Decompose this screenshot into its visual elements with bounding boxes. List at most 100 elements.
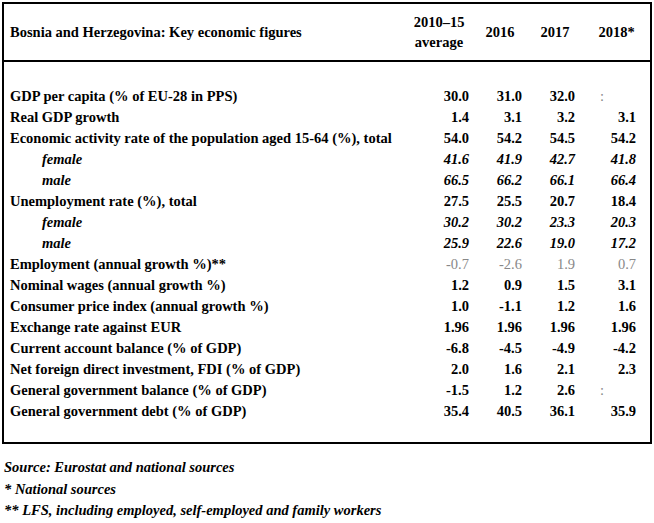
value-cell: 1.4 bbox=[405, 107, 473, 128]
value-cell: -4.2 bbox=[583, 338, 651, 359]
value-cell: 30.2 bbox=[473, 212, 527, 233]
table-row-gdp-per-capita: GDP per capita (% of EU-28 in PPS) 30.0 … bbox=[3, 61, 651, 107]
value-cell: 54.0 bbox=[405, 128, 473, 149]
value-cell: 17.2 bbox=[583, 233, 651, 254]
value-cell: 20.7 bbox=[527, 191, 583, 212]
source-note: Source: Eurostat and national sources bbox=[4, 457, 654, 479]
value-cell: 1.2 bbox=[527, 296, 583, 317]
value-cell: 3.1 bbox=[583, 275, 651, 296]
value-cell: -4.5 bbox=[473, 338, 527, 359]
row-label: female bbox=[3, 212, 405, 233]
table-row-unemployment-rate: Unemployment rate (%), total 27.5 25.5 2… bbox=[3, 191, 651, 212]
value-cell: 32.0 bbox=[527, 61, 583, 107]
table-row-unemployment-male: male 25.9 22.6 19.0 17.2 bbox=[3, 233, 651, 254]
value-cell: 66.4 bbox=[583, 170, 651, 191]
footnotes: Source: Eurostat and national sources * … bbox=[4, 457, 654, 522]
value-cell: 1.96 bbox=[473, 317, 527, 338]
value-cell: 54.2 bbox=[473, 128, 527, 149]
value-cell: 54.2 bbox=[583, 128, 651, 149]
row-label: Net foreign direct investment, FDI (% of… bbox=[3, 359, 405, 380]
value-cell: 3.2 bbox=[527, 107, 583, 128]
value-cell-missing: : bbox=[583, 380, 651, 401]
value-cell: 30.0 bbox=[405, 61, 473, 107]
value-cell: 27.5 bbox=[405, 191, 473, 212]
row-label: Real GDP growth bbox=[3, 107, 405, 128]
table-row-employment-growth: Employment (annual growth %)** -0.7 -2.6… bbox=[3, 254, 651, 275]
value-cell-missing: : bbox=[583, 61, 651, 107]
value-cell: -4.9 bbox=[527, 338, 583, 359]
value-cell: 23.3 bbox=[527, 212, 583, 233]
table-row-activity-female: female 41.6 41.9 42.7 41.8 bbox=[3, 149, 651, 170]
value-cell: 1.2 bbox=[405, 275, 473, 296]
row-label: GDP per capita (% of EU-28 in PPS) bbox=[3, 61, 405, 107]
value-cell: 41.6 bbox=[405, 149, 473, 170]
value-cell: -6.8 bbox=[405, 338, 473, 359]
value-cell: 0.9 bbox=[473, 275, 527, 296]
value-cell: 66.1 bbox=[527, 170, 583, 191]
key-economic-figures-table: Bosnia and Herzegovina: Key economic fig… bbox=[2, 2, 652, 444]
value-cell: 30.2 bbox=[405, 212, 473, 233]
footnote-national-sources: * National sources bbox=[4, 479, 654, 501]
value-cell: 1.5 bbox=[527, 275, 583, 296]
table-title: Bosnia and Herzegovina: Key economic fig… bbox=[3, 3, 405, 61]
value-cell: 20.3 bbox=[583, 212, 651, 233]
row-label: female bbox=[3, 149, 405, 170]
value-cell: 0.7 bbox=[583, 254, 651, 275]
value-cell: 2.0 bbox=[405, 359, 473, 380]
value-cell: 1.0 bbox=[405, 296, 473, 317]
value-cell: 41.8 bbox=[583, 149, 651, 170]
column-header-2018: 2018* bbox=[583, 3, 651, 61]
value-cell: 35.4 bbox=[405, 401, 473, 443]
table-row-activity-male: male 66.5 66.2 66.1 66.4 bbox=[3, 170, 651, 191]
page: Bosnia and Herzegovina: Key economic fig… bbox=[0, 2, 654, 523]
row-label: Unemployment rate (%), total bbox=[3, 191, 405, 212]
value-cell: 1.96 bbox=[405, 317, 473, 338]
value-cell: 41.9 bbox=[473, 149, 527, 170]
row-label: General government balance (% of GDP) bbox=[3, 380, 405, 401]
value-cell: -1.1 bbox=[473, 296, 527, 317]
table-row-consumer-price-index: Consumer price index (annual growth %) 1… bbox=[3, 296, 651, 317]
row-label: Employment (annual growth %)** bbox=[3, 254, 405, 275]
column-header-avg-line2: average bbox=[415, 34, 463, 50]
value-cell: 2.1 bbox=[527, 359, 583, 380]
table-row-government-balance: General government balance (% of GDP) -1… bbox=[3, 380, 651, 401]
table-row-nominal-wages: Nominal wages (annual growth %) 1.2 0.9 … bbox=[3, 275, 651, 296]
row-label: Current account balance (% of GDP) bbox=[3, 338, 405, 359]
row-label: male bbox=[3, 233, 405, 254]
table-row-net-fdi: Net foreign direct investment, FDI (% of… bbox=[3, 359, 651, 380]
column-header-2016: 2016 bbox=[473, 3, 527, 61]
column-header-2017: 2017 bbox=[527, 3, 583, 61]
table-row-current-account-balance: Current account balance (% of GDP) -6.8 … bbox=[3, 338, 651, 359]
row-label: Exchange rate against EUR bbox=[3, 317, 405, 338]
row-label: male bbox=[3, 170, 405, 191]
footnote-lfs: ** LFS, including employed, self-employe… bbox=[4, 500, 654, 522]
value-cell: 35.9 bbox=[583, 401, 651, 443]
value-cell: 31.0 bbox=[473, 61, 527, 107]
table-row-government-debt: General government debt (% of GDP) 35.4 … bbox=[3, 401, 651, 443]
value-cell: -0.7 bbox=[405, 254, 473, 275]
value-cell: 42.7 bbox=[527, 149, 583, 170]
column-header-2010-15-average: 2010–15 average bbox=[405, 3, 473, 61]
value-cell: 1.96 bbox=[527, 317, 583, 338]
value-cell: 3.1 bbox=[583, 107, 651, 128]
value-cell: 1.6 bbox=[473, 359, 527, 380]
value-cell: 1.6 bbox=[583, 296, 651, 317]
value-cell: 1.96 bbox=[583, 317, 651, 338]
value-cell: 22.6 bbox=[473, 233, 527, 254]
value-cell: 66.5 bbox=[405, 170, 473, 191]
value-cell: 1.2 bbox=[473, 380, 527, 401]
value-cell: 3.1 bbox=[473, 107, 527, 128]
value-cell: 18.4 bbox=[583, 191, 651, 212]
value-cell: 54.5 bbox=[527, 128, 583, 149]
table-row-economic-activity-rate: Economic activity rate of the population… bbox=[3, 128, 651, 149]
row-label: Nominal wages (annual growth %) bbox=[3, 275, 405, 296]
value-cell: 66.2 bbox=[473, 170, 527, 191]
value-cell: -2.6 bbox=[473, 254, 527, 275]
value-cell: 25.5 bbox=[473, 191, 527, 212]
value-cell: 2.6 bbox=[527, 380, 583, 401]
value-cell: 1.9 bbox=[527, 254, 583, 275]
value-cell: 36.1 bbox=[527, 401, 583, 443]
value-cell: 25.9 bbox=[405, 233, 473, 254]
table-row-real-gdp-growth: Real GDP growth 1.4 3.1 3.2 3.1 bbox=[3, 107, 651, 128]
row-label: General government debt (% of GDP) bbox=[3, 401, 405, 443]
